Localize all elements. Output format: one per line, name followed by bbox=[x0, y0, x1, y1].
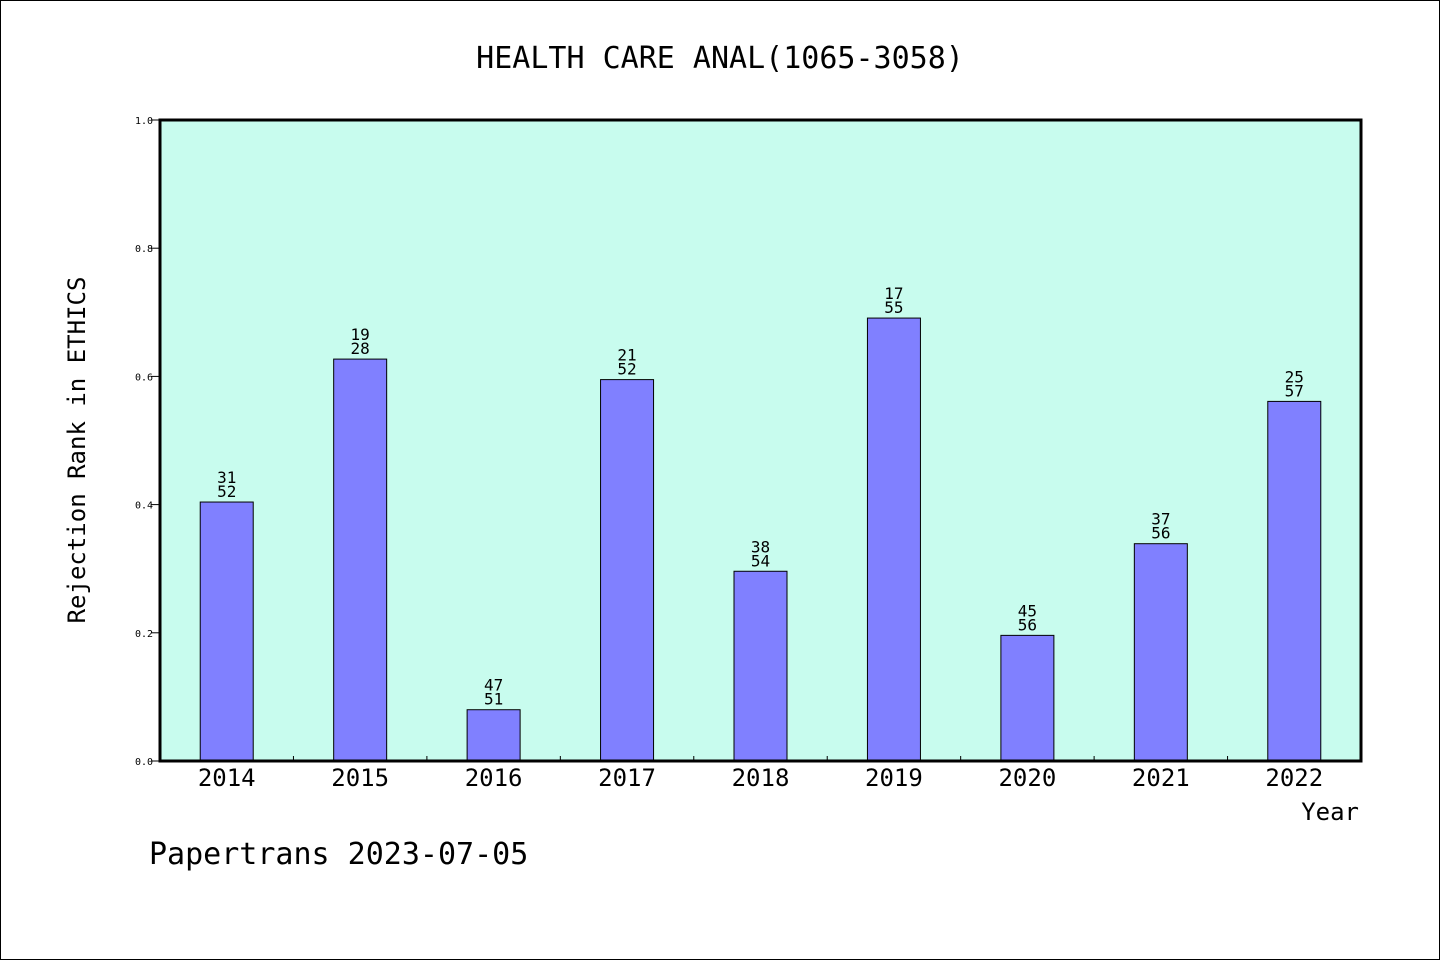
bar-2020 bbox=[1001, 635, 1054, 761]
bar-2022 bbox=[1268, 401, 1321, 761]
y-tick-label-1.0: 1.0 bbox=[135, 116, 153, 127]
x-tick-label-2019: 2019 bbox=[865, 764, 923, 792]
bar-label-bottom-2016: 51 bbox=[484, 690, 503, 709]
chart-title: HEALTH CARE ANAL(1065-3058) bbox=[476, 41, 964, 76]
bar-label-bottom-2021: 56 bbox=[1151, 524, 1170, 543]
bar-2015 bbox=[334, 359, 387, 761]
bar-2017 bbox=[601, 380, 654, 761]
bar-label-bottom-2018: 54 bbox=[751, 551, 770, 570]
y-tick-label-0.6: 0.6 bbox=[135, 372, 153, 383]
x-tick-label-2021: 2021 bbox=[1132, 764, 1190, 792]
bar-label-bottom-2017: 52 bbox=[617, 360, 636, 379]
bar-label-bottom-2015: 28 bbox=[351, 339, 370, 358]
bar-2014 bbox=[200, 502, 253, 761]
bar-2021 bbox=[1134, 544, 1187, 761]
x-tick-label-2014: 2014 bbox=[198, 764, 256, 792]
y-tick-label-0.8: 0.8 bbox=[135, 244, 153, 255]
x-tick-label-2022: 2022 bbox=[1265, 764, 1323, 792]
x-tick-label-2017: 2017 bbox=[598, 764, 656, 792]
x-tick-label-2016: 2016 bbox=[465, 764, 523, 792]
bar-2018 bbox=[734, 571, 787, 761]
x-tick-label-2018: 2018 bbox=[732, 764, 790, 792]
x-tick-label-2015: 2015 bbox=[331, 764, 389, 792]
y-tick-label-0.4: 0.4 bbox=[135, 501, 153, 512]
x-tick-label-2020: 2020 bbox=[998, 764, 1056, 792]
footer-text: Papertrans 2023-07-05 bbox=[149, 837, 528, 872]
bar-label-bottom-2020: 56 bbox=[1018, 615, 1037, 634]
y-tick-label-0.0: 0.0 bbox=[135, 757, 153, 768]
bar-label-bottom-2019: 55 bbox=[884, 298, 903, 317]
bar-label-bottom-2022: 57 bbox=[1285, 381, 1304, 400]
bar-2019 bbox=[867, 318, 920, 761]
bar-label-bottom-2014: 52 bbox=[217, 482, 236, 501]
bar-2016 bbox=[467, 710, 520, 761]
y-axis-label: Rejection Rank in ETHICS bbox=[63, 277, 91, 624]
x-axis-label: Year bbox=[1301, 798, 1359, 826]
y-tick-label-0.2: 0.2 bbox=[135, 629, 153, 640]
